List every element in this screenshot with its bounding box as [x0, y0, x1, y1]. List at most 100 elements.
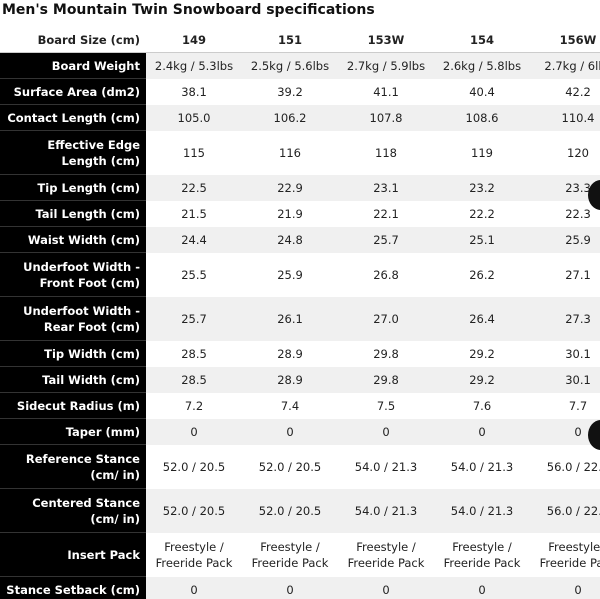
spec-value: Freestyle / Freeride Pack — [443, 539, 521, 570]
spec-row: Tip Width (cm) 28.5 28.9 29.8 29.2 30.1 — [0, 340, 600, 367]
spec-value: 26.1 — [242, 296, 338, 341]
spec-value: 27.1 — [565, 267, 591, 282]
row-label: Centered Stance (cm/ in) — [0, 488, 146, 533]
spec-value: Freestyle / Freeride Pack — [539, 539, 600, 570]
spec-value: 38.1 — [181, 84, 207, 99]
spec-value: 25.9 — [530, 226, 600, 253]
spec-value: 30.1 — [530, 366, 600, 393]
spec-value: 26.8 — [373, 267, 399, 282]
scroll-button[interactable] — [588, 420, 600, 450]
spec-value: 28.5 — [146, 366, 242, 393]
row-label: Tail Width (cm) — [0, 366, 146, 393]
spec-value: 22.1 — [373, 206, 399, 221]
spec-value: 2.4kg / 5.3lbs — [146, 52, 242, 79]
spec-row: Sidecut Radius (m) 7.2 7.4 7.5 7.6 7.7 — [0, 392, 600, 419]
row-label: Effective Edge Length (cm) — [0, 130, 146, 175]
spec-value: Freestyle / Freeride Pack — [155, 539, 233, 570]
spec-row: Taper (mm) 0 0 0 0 0 — [0, 418, 600, 445]
spec-value: 0 — [146, 576, 242, 599]
spec-value: 2.6kg / 5.8lbs — [434, 52, 530, 79]
row-label: Stance Setback (cm) — [0, 576, 146, 599]
size-header: 153W — [338, 28, 434, 53]
spec-value: 30.1 — [565, 346, 591, 361]
spec-value: 7.6 — [472, 398, 492, 413]
row-label: Tail Length (cm) — [0, 200, 146, 227]
spec-value: 54.0 / 21.3 — [434, 488, 530, 533]
spec-table: Board Size (cm) 149 151 153W 154 156W Board W… — [0, 28, 600, 599]
spec-row: Waist Width (cm) 24.4 24.8 25.7 25.1 25.9 — [0, 226, 600, 253]
spec-value: 22.5 — [146, 174, 242, 201]
spec-value: 115 — [183, 145, 205, 160]
row-label: Board Weight — [0, 52, 146, 79]
title: Men's Mountain Twin Snowboard specificat… — [2, 2, 375, 18]
spec-value: 116 — [279, 145, 301, 160]
spec-value: 0 — [242, 418, 338, 445]
spec-row: Surface Area (dm2) 38.1 39.2 41.1 40.4 42.2 — [0, 78, 600, 105]
spec-value: 28.9 — [242, 366, 338, 393]
spec-row: Insert Pack Freestyle / Freeride Pack Free… — [0, 532, 600, 577]
spec-value: 28.5 — [181, 346, 207, 361]
spec-row: Tip Length (cm) 22.5 22.9 23.1 23.2 23.3 — [0, 174, 600, 201]
spec-row: Underfoot Width - Front Foot (cm) 25.5 25.… — [0, 252, 600, 297]
spec-value: Freestyle / Freeride Pack — [251, 539, 329, 570]
spec-value: Freestyle / Freeride Pack — [347, 539, 425, 570]
spec-value: 0 — [434, 418, 530, 445]
spec-row: Contact Length (cm) 105.0 106.2 107.8 108.6 1… — [0, 104, 600, 131]
spec-value: 52.0 / 20.5 — [258, 459, 322, 474]
spec-row: Board Weight 2.4kg / 5.3lbs 2.5kg / 5.6lbs… — [0, 52, 600, 79]
spec-value: 23.1 — [338, 174, 434, 201]
spec-row: Tail Length (cm) 21.5 21.9 22.1 22.2 22.3 — [0, 200, 600, 227]
row-label: Insert Pack — [0, 532, 146, 577]
header-row: Board Size (cm) 149 151 153W 154 156W — [0, 28, 600, 53]
spec-value: 0 — [530, 576, 600, 599]
size-header: 149 — [146, 28, 242, 53]
spec-value: 7.2 — [184, 398, 204, 413]
spec-value: 25.7 — [146, 296, 242, 341]
spec-value: 54.0 / 21.3 — [338, 488, 434, 533]
spec-value: 27.0 — [338, 296, 434, 341]
spec-value: 22.9 — [242, 174, 338, 201]
size-header: 151 — [242, 28, 338, 53]
size-header: 154 — [434, 28, 530, 53]
spec-value: 29.2 — [469, 346, 495, 361]
spec-row: Stance Setback (cm) 0 0 0 0 0 — [0, 576, 600, 599]
spec-value: 2.7kg / 5.9lbs — [338, 52, 434, 79]
spec-value: 7.4 — [280, 398, 300, 413]
spec-value: 25.1 — [434, 226, 530, 253]
spec-value: 120 — [567, 145, 589, 160]
spec-value: 119 — [471, 145, 493, 160]
spec-value: 26.4 — [434, 296, 530, 341]
spec-value: 22.3 — [565, 206, 591, 221]
spec-row: Reference Stance (cm/ in) 52.0 / 20.5 52.0… — [0, 444, 600, 489]
spec-value: 25.9 — [277, 267, 303, 282]
spec-value: 52.0 / 20.5 — [162, 459, 226, 474]
row-label: Waist Width (cm) — [0, 226, 146, 253]
row-label: Tip Length (cm) — [0, 174, 146, 201]
spec-value: 0 — [338, 576, 434, 599]
spec-value: 22.2 — [469, 206, 495, 221]
spec-value: 52.0 / 20.5 — [242, 488, 338, 533]
spec-value: 7.7 — [568, 398, 588, 413]
scroll-button[interactable] — [588, 180, 600, 210]
spec-value: 56.0 / 22.0 — [530, 488, 600, 533]
spec-value: 40.4 — [469, 84, 495, 99]
spec-value: 0 — [434, 576, 530, 599]
row-label: Surface Area (dm2) — [0, 78, 146, 105]
spec-value: 41.1 — [373, 84, 399, 99]
spec-value: 27.3 — [530, 296, 600, 341]
spec-value: 118 — [375, 145, 397, 160]
spec-value: 39.2 — [277, 84, 303, 99]
spec-value: 52.0 / 20.5 — [146, 488, 242, 533]
spec-value: 105.0 — [146, 104, 242, 131]
spec-row: Tail Width (cm) 28.5 28.9 29.8 29.2 30.1 — [0, 366, 600, 393]
spec-value: 0 — [146, 418, 242, 445]
row-label: Contact Length (cm) — [0, 104, 146, 131]
spec-value: 23.2 — [434, 174, 530, 201]
spec-value: 21.5 — [181, 206, 207, 221]
spec-value: 2.7kg / 6lbs — [530, 52, 600, 79]
spec-value: 56.0 / 22.0 — [546, 459, 600, 474]
spec-value: 106.2 — [242, 104, 338, 131]
row-label: Taper (mm) — [0, 418, 146, 445]
spec-value: 25.5 — [181, 267, 207, 282]
